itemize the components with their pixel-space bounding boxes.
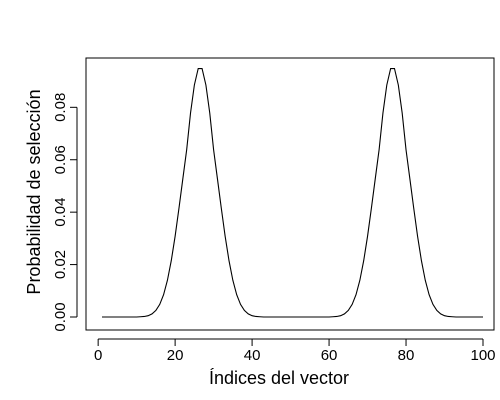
y-tick-label: 0.08 [52, 93, 69, 122]
x-tick-label: 20 [167, 347, 184, 364]
x-axis: 0 20 40 60 80 100 [94, 338, 496, 364]
y-tick-label: 0.00 [52, 302, 69, 331]
series-line [102, 67, 483, 318]
x-axis-label: Índices del vector [209, 368, 349, 388]
x-tick-label: 100 [470, 347, 495, 364]
y-tick-label: 0.02 [52, 250, 69, 279]
x-tick-label: 40 [244, 347, 261, 364]
y-tick-label: 0.04 [52, 198, 69, 227]
x-tick-label: 60 [321, 347, 338, 364]
y-tick-label: 0.06 [52, 145, 69, 174]
y-axis: 0.00 0.02 0.04 0.06 0.08 [52, 93, 78, 332]
series-layer [102, 67, 483, 318]
x-tick-label: 0 [94, 347, 102, 364]
x-tick-label: 80 [398, 347, 415, 364]
plot-frame [85, 57, 495, 331]
y-axis-label: Probabilidad de selección [24, 89, 44, 294]
